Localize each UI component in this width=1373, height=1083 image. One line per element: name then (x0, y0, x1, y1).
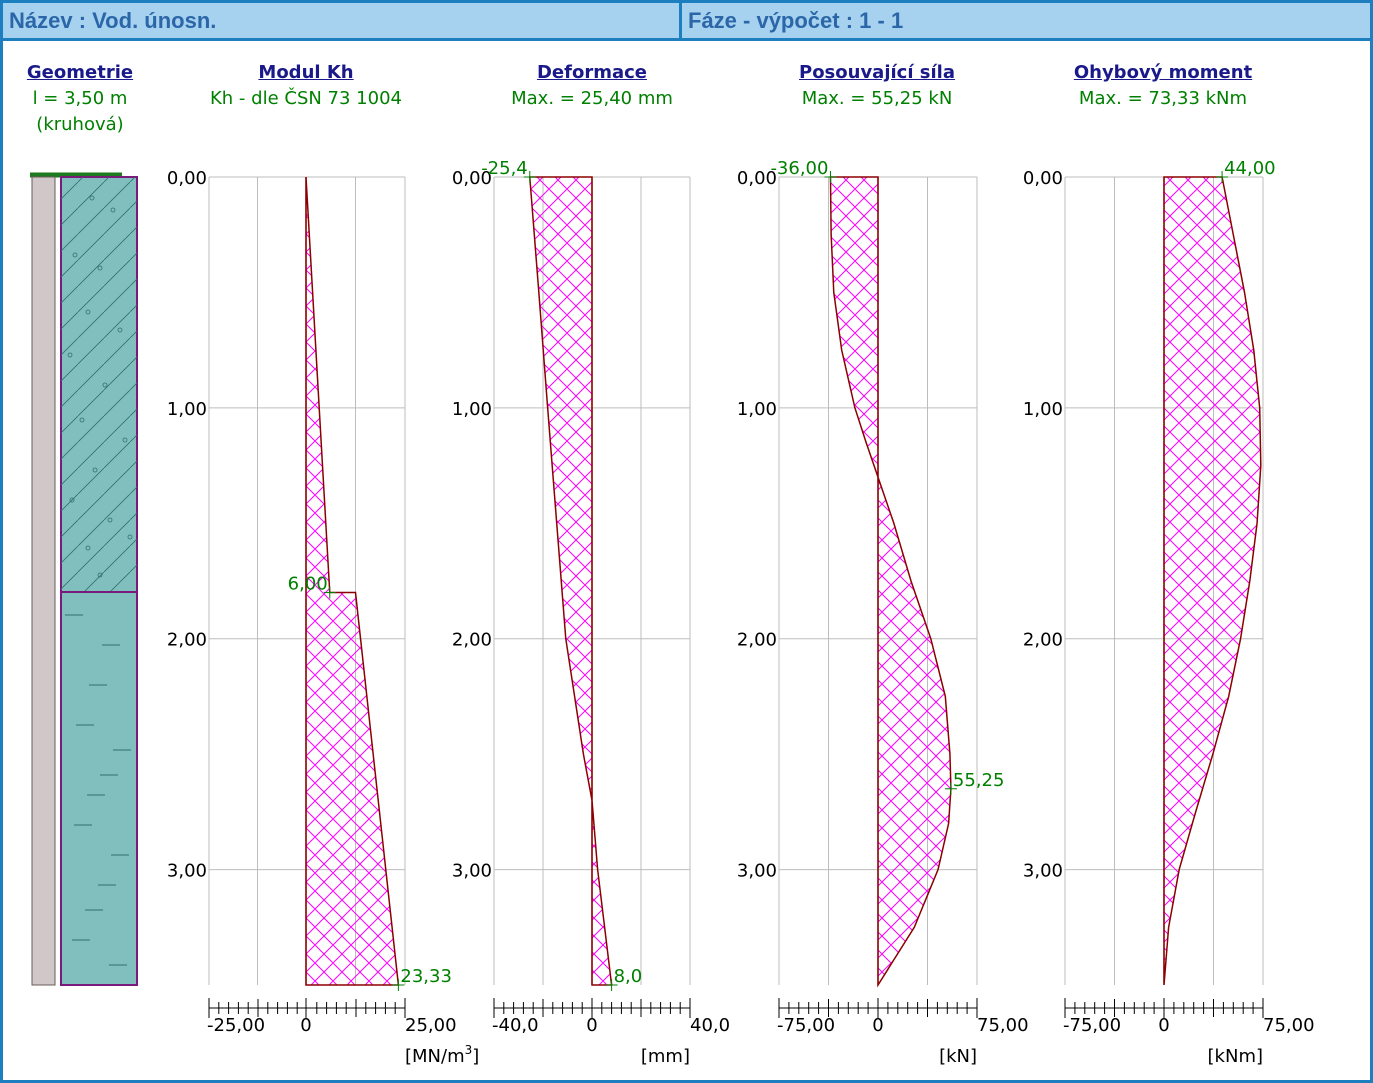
x-axis-unit: [mm] (641, 1046, 690, 1067)
diagram-area (1163, 176, 1262, 986)
y-tick-label: 2,00 (167, 630, 207, 651)
soil-dot (85, 309, 91, 315)
chart-panel-3: 0,00 1,00 2,00 3,00 -75,00 0 75,00[kN] -36,00 55… (737, 158, 1029, 1067)
x-tick-label: 0 (872, 1015, 883, 1036)
y-tick-label: 1,00 (737, 399, 777, 420)
pile-shaft (31, 176, 56, 986)
unit-superscript: 3 (465, 1043, 473, 1057)
geometry-title: Geometrie (26, 62, 134, 83)
x-tick-label: 0 (586, 1015, 597, 1036)
chart-panel-2: 0,00 1,00 2,00 3,00 -40,0 0 40,0[mm] -25,4 8,0 (452, 158, 730, 1067)
unit-base: [MN/m (405, 1046, 465, 1067)
y-tick-label: 3,00 (737, 861, 777, 882)
charts-group: 0,00 1,00 2,00 3,00 -25,00 0 25,00 [MN/m3] 6,00 2… (167, 158, 1315, 1067)
soil-dot (117, 327, 123, 333)
soil-layer-2 (60, 591, 138, 986)
soil-dot (97, 572, 103, 578)
soil-dot (122, 437, 128, 443)
shear-heading: Posouvající síla Max. = 55,25 kN (727, 62, 1027, 109)
soil-dot (110, 207, 116, 213)
y-tick-label: 0,00 (1023, 168, 1063, 189)
x-tick-label: 75,00 (977, 1015, 1029, 1036)
chart-panel-1: 0,00 1,00 2,00 3,00 -25,00 0 25,00 [MN/m3] 6,00 2… (167, 168, 479, 1067)
y-tick-label: 0,00 (167, 168, 207, 189)
x-tick-label: -75,00 (777, 1015, 835, 1036)
modulus-method: Kh - dle ČSN 73 1004 (210, 88, 402, 109)
chart-panel-4: 0,00 1,00 2,00 3,00 -75,00 0 75,00[kNm] 44,00 (1023, 158, 1315, 1067)
soil-dot (72, 252, 78, 258)
shear-max: Max. = 55,25 kN (801, 88, 953, 109)
diagram-area (829, 176, 952, 988)
y-tick-label: 2,00 (452, 630, 492, 651)
y-tick-label: 1,00 (452, 399, 492, 420)
geometry-heading: Geometrie l = 3,50 m (kruhová) (5, 62, 155, 135)
shear-title: Posouvající síla (799, 62, 955, 83)
soil-dot (127, 534, 133, 540)
y-tick-label: 3,00 (452, 861, 492, 882)
soil-dot (69, 497, 75, 503)
x-tick-label: 0 (300, 1015, 311, 1036)
value-annotation: 8,0 (614, 966, 643, 987)
y-tick-label: 3,00 (167, 861, 207, 882)
x-tick-label: -75,00 (1063, 1015, 1121, 1036)
deformation-title: Deformace (536, 62, 647, 83)
geometry-figure (30, 172, 138, 986)
x-tick-label: -25,00 (207, 1015, 265, 1036)
moment-heading: Ohybový moment Max. = 73,33 kNm (1013, 62, 1313, 109)
deformation-max: Max. = 25,40 mm (511, 88, 673, 109)
value-annotation: 55,25 (953, 770, 1005, 791)
y-tick-label: 0,00 (452, 168, 492, 189)
x-tick-label: -40,0 (492, 1015, 539, 1036)
report-header: Název : Vod. únosn. Fáze - výpočet : 1 -… (0, 0, 1373, 41)
soil-dot (107, 517, 113, 523)
geometry-shape: (kruhová) (36, 114, 124, 135)
soil-dot (67, 352, 73, 358)
soil-dot (89, 195, 95, 201)
soil-layer-1-dots (67, 195, 133, 578)
x-axis-unit: [kNm] (1208, 1046, 1263, 1067)
soil-dot (85, 545, 91, 551)
y-tick-label: 0,00 (737, 168, 777, 189)
y-tick-label: 2,00 (1023, 630, 1063, 651)
moment-max: Max. = 73,33 kNm (1078, 88, 1248, 109)
y-tick-label: 3,00 (1023, 861, 1063, 882)
y-tick-label: 1,00 (167, 399, 207, 420)
y-tick-label: 2,00 (737, 630, 777, 651)
soil-dot (79, 417, 85, 423)
soil-layer-2-dashes (65, 614, 131, 966)
soil-dot (102, 382, 108, 388)
x-tick-label: 0 (1158, 1015, 1169, 1036)
x-tick-label: 25,00 (405, 1015, 457, 1036)
modulus-title: Modul Kh (258, 62, 354, 83)
x-axis-unit: [MN/m3] (405, 1043, 479, 1067)
x-tick-label: 40,0 (690, 1015, 730, 1036)
soil-layer-1-hatch (61, 177, 137, 592)
diagram-area (528, 176, 613, 986)
x-tick-label: 75,00 (1263, 1015, 1315, 1036)
x-axis-unit: [kN] (939, 1046, 977, 1067)
value-annotation: 44,00 (1224, 158, 1276, 179)
moment-title: Ohybový moment (1073, 62, 1253, 83)
soil-dot (97, 265, 103, 271)
soil-dot (92, 467, 98, 473)
unit-end: ] (472, 1046, 479, 1067)
phase-field: Fáze - výpočet : 1 - 1 (688, 8, 904, 33)
value-annotation: 23,33 (400, 966, 452, 987)
name-field: Název : Vod. únosn. (9, 8, 217, 33)
deformation-heading: Deformace Max. = 25,40 mm (442, 62, 742, 109)
header-separator (679, 3, 682, 38)
geometry-length: l = 3,50 m (32, 88, 128, 109)
value-annotation: -25,4 (481, 158, 528, 179)
value-annotation: -36,00 (770, 158, 828, 179)
modulus-heading: Modul Kh Kh - dle ČSN 73 1004 (156, 62, 456, 109)
y-tick-label: 1,00 (1023, 399, 1063, 420)
value-annotation: 6,00 (288, 574, 328, 595)
